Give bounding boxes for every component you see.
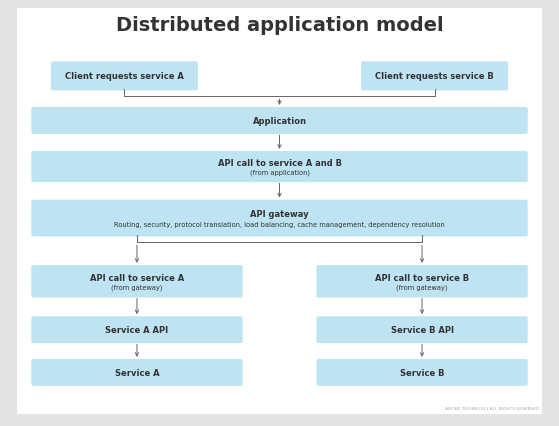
Text: (from application): (from application) [249, 169, 310, 176]
Text: Application: Application [253, 117, 306, 126]
FancyBboxPatch shape [17, 9, 542, 414]
Text: (from gateway): (from gateway) [111, 284, 163, 290]
Text: Client requests service B: Client requests service B [375, 72, 494, 81]
Text: API gateway: API gateway [250, 210, 309, 219]
Text: Routing, security, protocol translation, load balancing, cache management, depen: Routing, security, protocol translation,… [114, 222, 445, 227]
FancyBboxPatch shape [316, 265, 528, 298]
FancyBboxPatch shape [316, 317, 528, 343]
FancyBboxPatch shape [31, 200, 528, 237]
Text: API call to service B: API call to service B [375, 273, 469, 282]
FancyBboxPatch shape [31, 359, 243, 386]
Text: (from gateway): (from gateway) [396, 284, 448, 290]
Text: Service A API: Service A API [106, 325, 168, 334]
FancyBboxPatch shape [31, 152, 528, 183]
FancyBboxPatch shape [51, 62, 198, 91]
FancyBboxPatch shape [316, 359, 528, 386]
Text: ADOBE TECHBLOG | ALL RIGHTS RESERVED: ADOBE TECHBLOG | ALL RIGHTS RESERVED [445, 406, 539, 410]
FancyBboxPatch shape [361, 62, 508, 91]
Text: Service B: Service B [400, 368, 444, 377]
Text: API call to service A: API call to service A [90, 273, 184, 282]
Text: Distributed application model: Distributed application model [116, 16, 443, 35]
FancyBboxPatch shape [31, 108, 528, 135]
Text: Client requests service A: Client requests service A [65, 72, 184, 81]
Text: API call to service A and B: API call to service A and B [217, 159, 342, 168]
FancyBboxPatch shape [31, 317, 243, 343]
Text: Service B API: Service B API [391, 325, 453, 334]
Text: Service A: Service A [115, 368, 159, 377]
FancyBboxPatch shape [31, 265, 243, 298]
